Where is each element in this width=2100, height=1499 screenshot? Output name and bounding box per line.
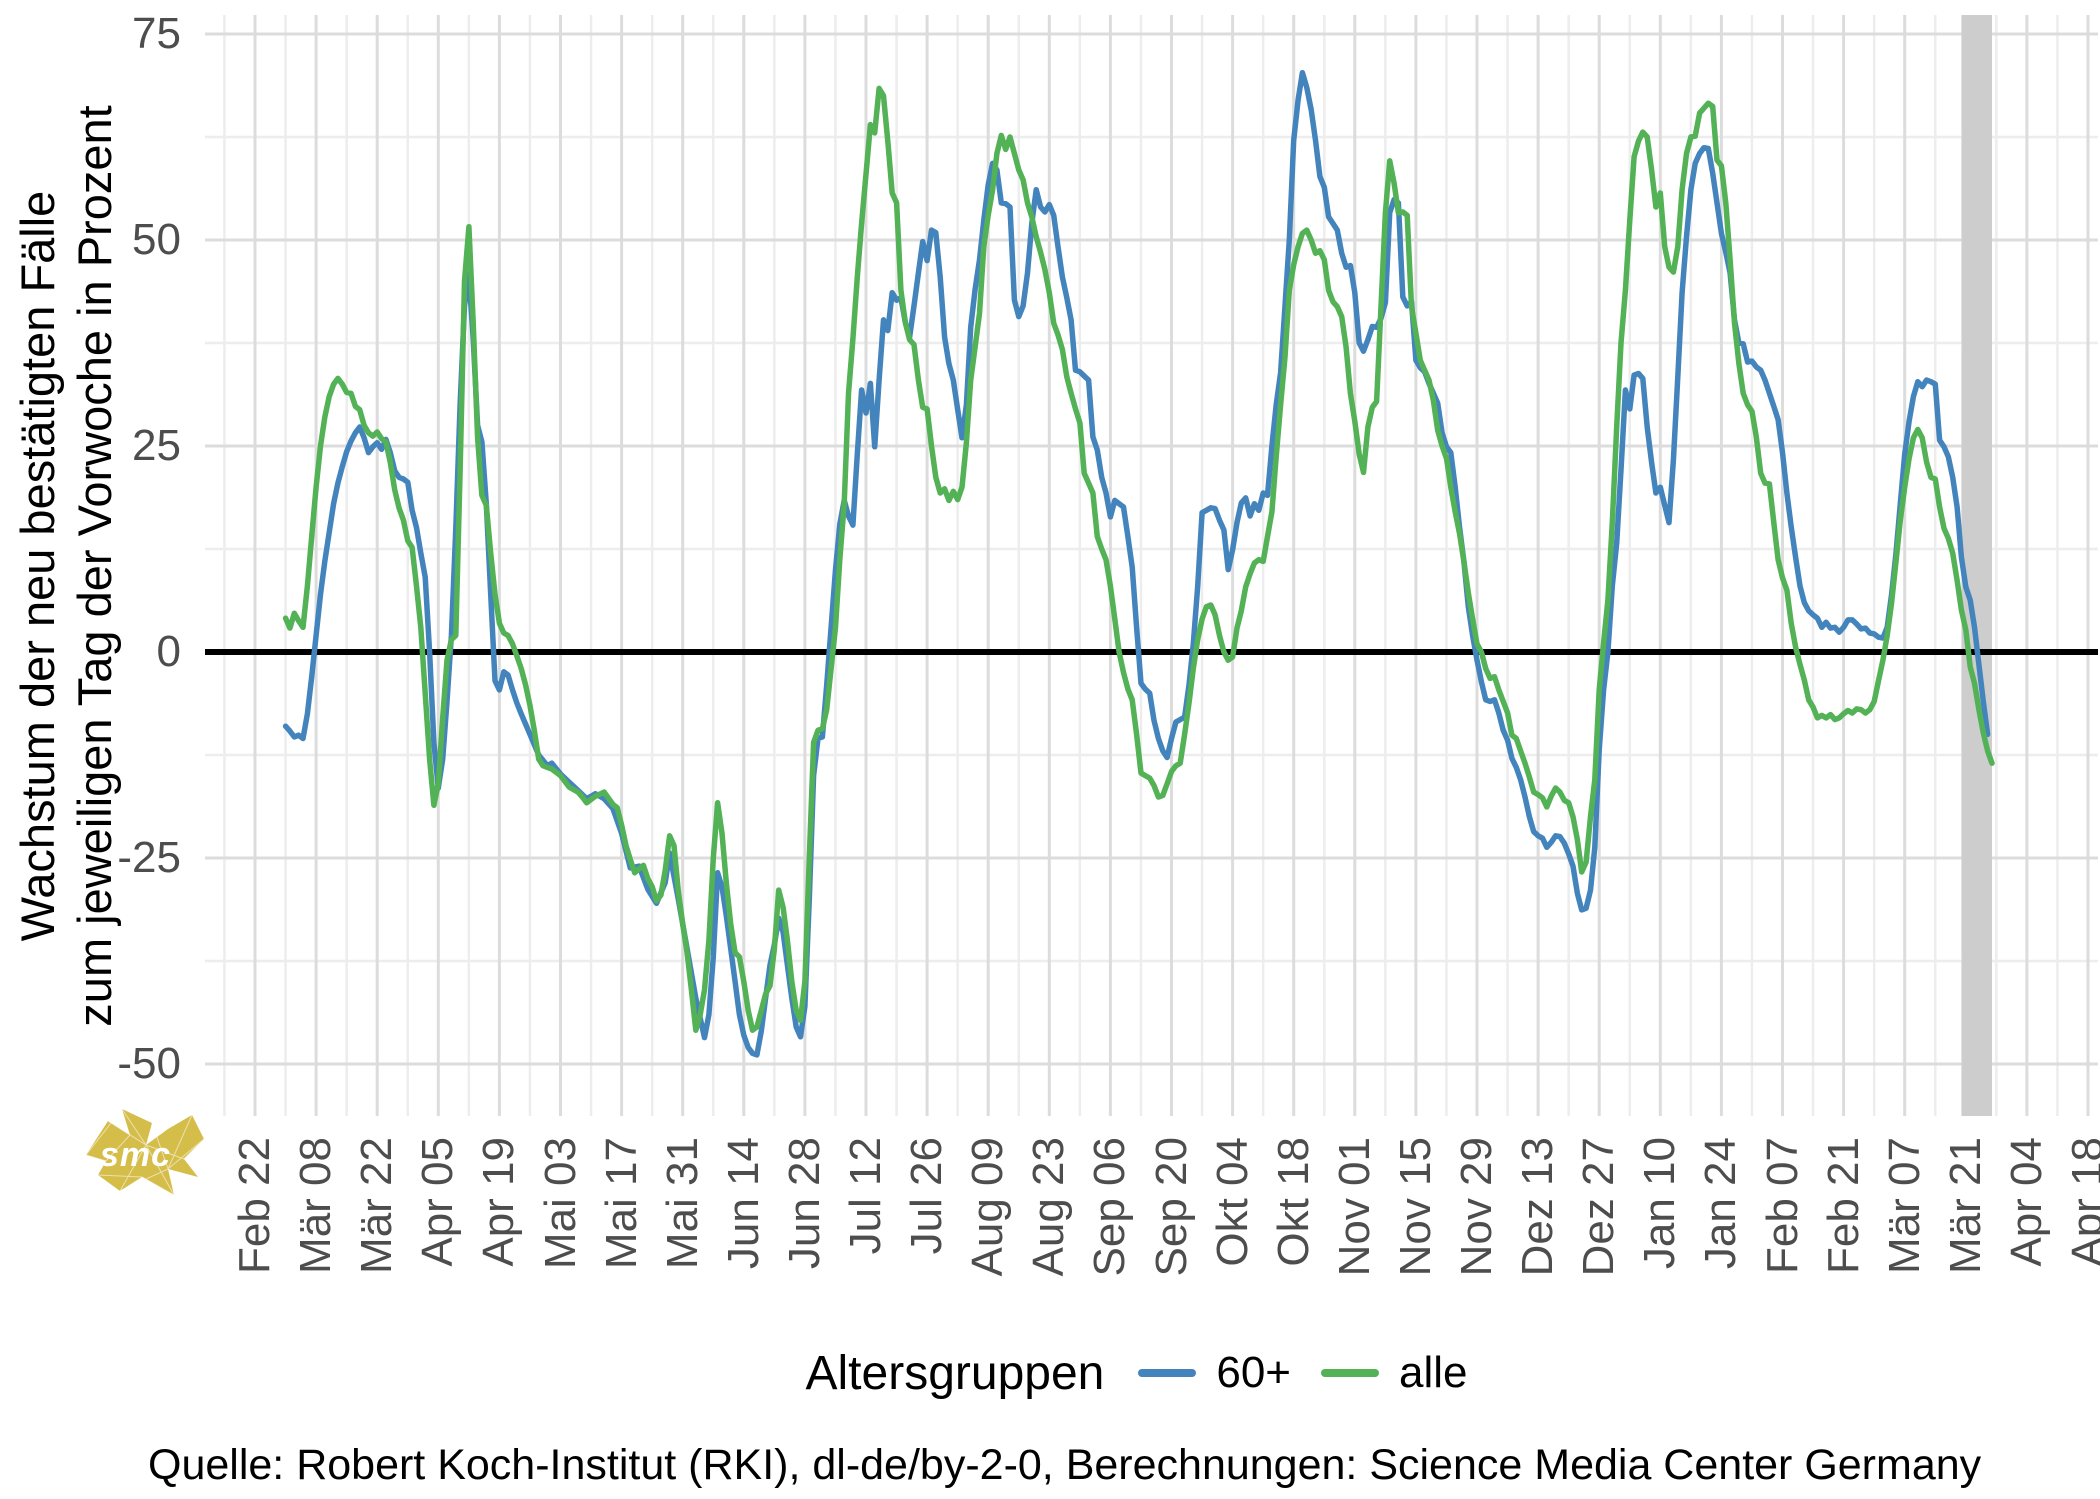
legend-line-swatch bbox=[1138, 1369, 1197, 1377]
y-tick-label: 50 bbox=[132, 215, 181, 264]
x-tick-label: Jul 12 bbox=[841, 1137, 890, 1255]
y-tick-label: 25 bbox=[132, 421, 181, 470]
x-tick-label: Nov 29 bbox=[1452, 1137, 1501, 1277]
x-tick-label: Jun 14 bbox=[718, 1137, 768, 1270]
legend-items: 60+ alle bbox=[1138, 1348, 1497, 1398]
x-tick-label: Apr 19 bbox=[474, 1137, 524, 1267]
x-tick-label: Mär 08 bbox=[291, 1137, 341, 1274]
x-tick-label: Sep 20 bbox=[1146, 1137, 1196, 1277]
x-tick-label: Mai 03 bbox=[535, 1137, 585, 1270]
legend-line-swatch bbox=[1321, 1369, 1379, 1377]
x-tick-label: Jan 10 bbox=[1635, 1137, 1685, 1270]
x-tick-label: Mai 31 bbox=[657, 1137, 707, 1270]
series-line-alle bbox=[282, 85, 1995, 1033]
smc-logo-graphic: smc bbox=[85, 1108, 205, 1197]
x-tick-label: Apr 04 bbox=[2001, 1137, 2051, 1267]
recent-week-highlight-band bbox=[1961, 15, 1992, 1116]
x-tick-label: Jun 28 bbox=[779, 1137, 829, 1270]
x-tick-label: Feb 07 bbox=[1757, 1137, 1807, 1274]
source-caption: Quelle: Robert Koch-Institut (RKI), dl-d… bbox=[148, 1441, 1982, 1489]
x-tick-label: Okt 04 bbox=[1207, 1137, 1257, 1267]
legend-item-60+: 60+ bbox=[1138, 1348, 1291, 1398]
legend-label: alle bbox=[1399, 1348, 1468, 1397]
x-tick-label: Feb 22 bbox=[230, 1137, 279, 1274]
y-tick-label: -50 bbox=[117, 1039, 181, 1088]
x-tick-label: Mai 17 bbox=[596, 1137, 646, 1270]
x-tick-label: Dez 27 bbox=[1574, 1137, 1624, 1277]
smc-logo-text: smc bbox=[100, 1136, 171, 1174]
series-line-60+ bbox=[282, 69, 1991, 1058]
legend-title: Altersgruppen bbox=[805, 1346, 1105, 1400]
x-tick-label: Apr 18 bbox=[2063, 1137, 2100, 1267]
x-tick-label: Jul 26 bbox=[902, 1137, 952, 1255]
legend-label: 60+ bbox=[1216, 1348, 1291, 1397]
x-tick-label: Feb 21 bbox=[1818, 1137, 1868, 1274]
x-tick-label: Mär 22 bbox=[352, 1137, 402, 1274]
y-tick-label: 0 bbox=[156, 627, 181, 676]
x-tick-label: Mär 07 bbox=[1879, 1137, 1929, 1274]
x-tick-label: Sep 06 bbox=[1085, 1137, 1135, 1277]
y-tick-label: 75 bbox=[132, 9, 181, 58]
x-tick-label: Apr 05 bbox=[413, 1137, 463, 1267]
x-tick-label: Aug 09 bbox=[963, 1137, 1013, 1277]
smc-logo: smc bbox=[80, 1103, 212, 1200]
x-tick-label: Aug 23 bbox=[1024, 1137, 1074, 1277]
x-tick-label: Okt 18 bbox=[1268, 1137, 1318, 1267]
y-tick-label: -25 bbox=[117, 833, 181, 882]
legend-item-alle: alle bbox=[1321, 1348, 1468, 1398]
x-tick-label: Dez 13 bbox=[1513, 1137, 1563, 1277]
x-tick-label: Nov 15 bbox=[1390, 1137, 1440, 1277]
legend: Altersgruppen 60+ alle bbox=[205, 1338, 2098, 1408]
x-tick-label: Nov 01 bbox=[1329, 1137, 1379, 1277]
x-tick-label: Mär 21 bbox=[1940, 1137, 1990, 1274]
x-tick-label: Jan 24 bbox=[1696, 1137, 1746, 1270]
